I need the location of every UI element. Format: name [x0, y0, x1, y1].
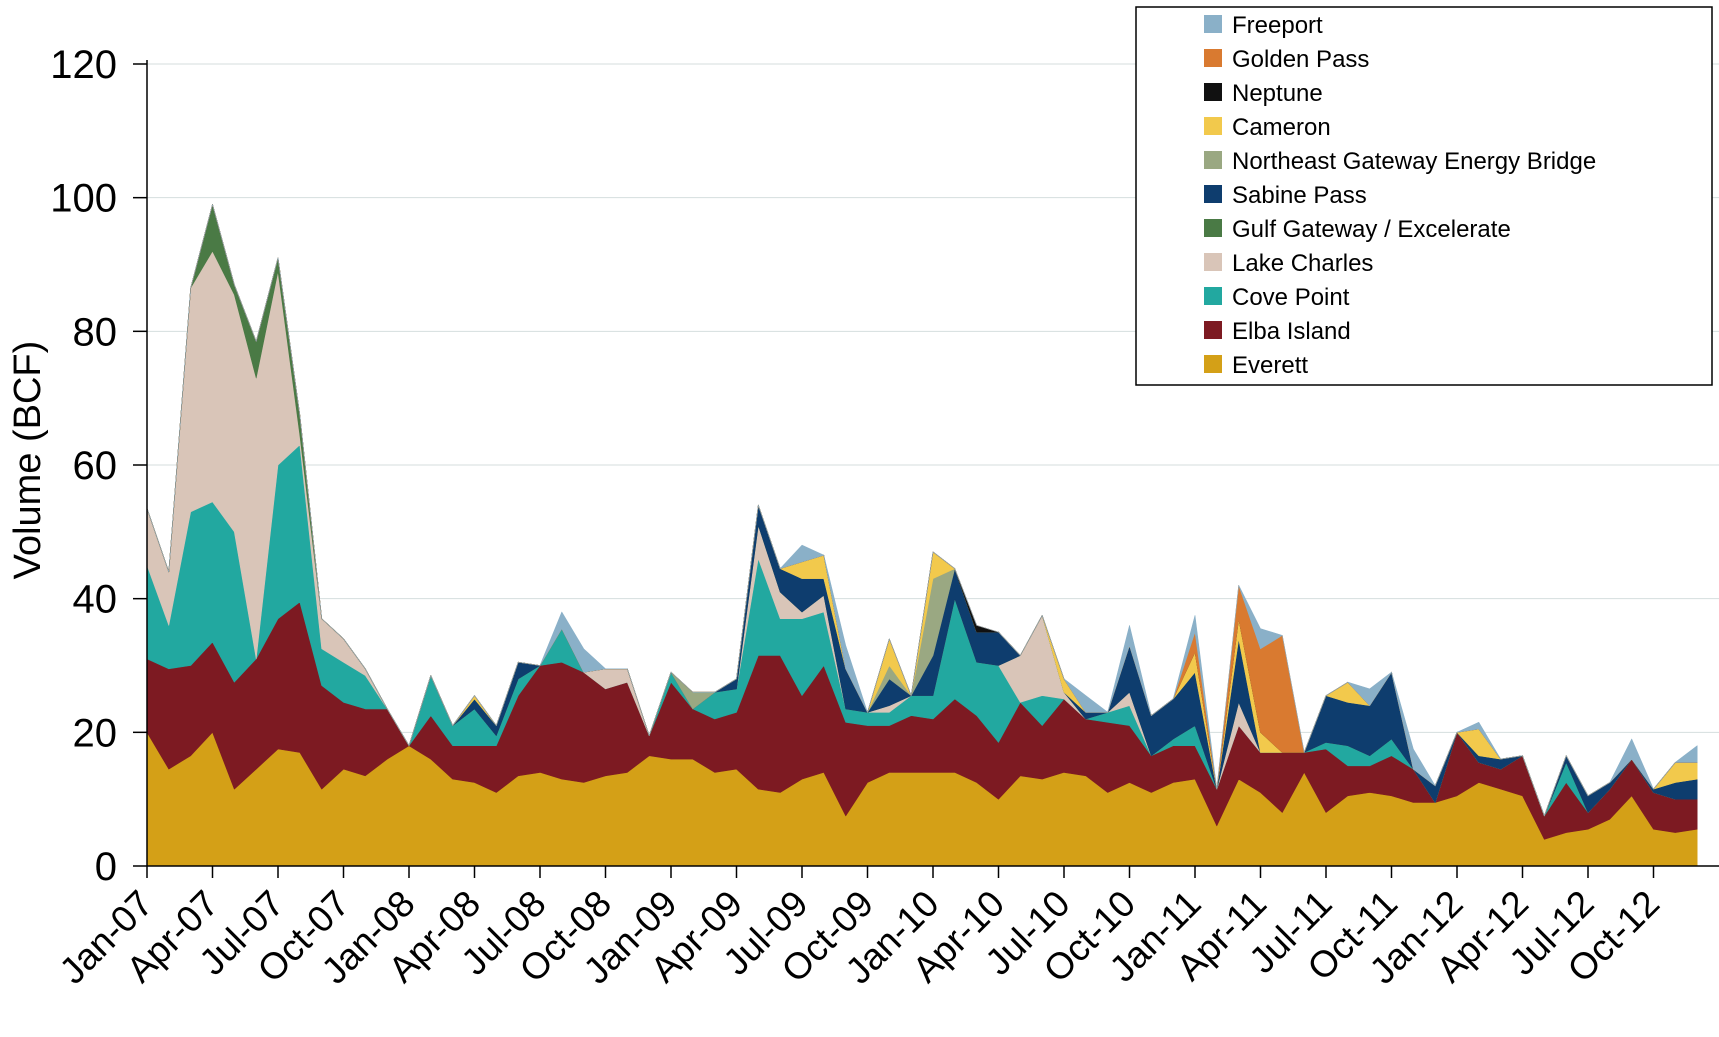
legend-label: Everett: [1232, 352, 1308, 379]
legend-label: Cove Point: [1232, 284, 1350, 311]
legend-swatch: [1204, 219, 1222, 237]
legend-label: Gulf Gateway / Excelerate: [1232, 216, 1511, 243]
legend-label: Freeport: [1232, 12, 1323, 39]
y-tick-label: 80: [73, 310, 118, 354]
legend-swatch: [1204, 355, 1222, 373]
y-tick-label: 60: [73, 444, 118, 488]
legend-box: [1135, 6, 1713, 386]
legend-swatch: [1204, 321, 1222, 339]
legend-swatch: [1204, 117, 1222, 135]
legend-swatch: [1204, 185, 1222, 203]
legend-swatch: [1204, 83, 1222, 101]
legend-label: Sabine Pass: [1232, 182, 1367, 209]
legend-swatch: [1204, 151, 1222, 169]
legend-swatch: [1204, 15, 1222, 33]
y-tick-label: 20: [73, 711, 118, 755]
y-tick-label: 120: [50, 43, 117, 87]
legend-label: Cameron: [1232, 114, 1331, 141]
legend-swatch: [1204, 253, 1222, 271]
legend-label: Neptune: [1232, 80, 1323, 107]
legend-label: Northeast Gateway Energy Bridge: [1232, 148, 1596, 175]
y-tick-label: 100: [50, 177, 117, 221]
legend-swatch: [1204, 287, 1222, 305]
y-axis-title: Volume (BCF): [7, 341, 49, 580]
legend-label: Golden Pass: [1232, 46, 1369, 73]
legend-label: Elba Island: [1232, 318, 1351, 345]
legend-label: Lake Charles: [1232, 250, 1373, 277]
legend-swatch: [1204, 49, 1222, 67]
stacked-areas: [146, 204, 1698, 867]
legend: Freeport Golden Pass Neptune Cameron Northea…: [1135, 6, 1713, 386]
y-tick-label: 40: [73, 578, 118, 622]
area-series-freeport: [146, 204, 1698, 817]
y-tick-label: 0: [95, 845, 117, 889]
